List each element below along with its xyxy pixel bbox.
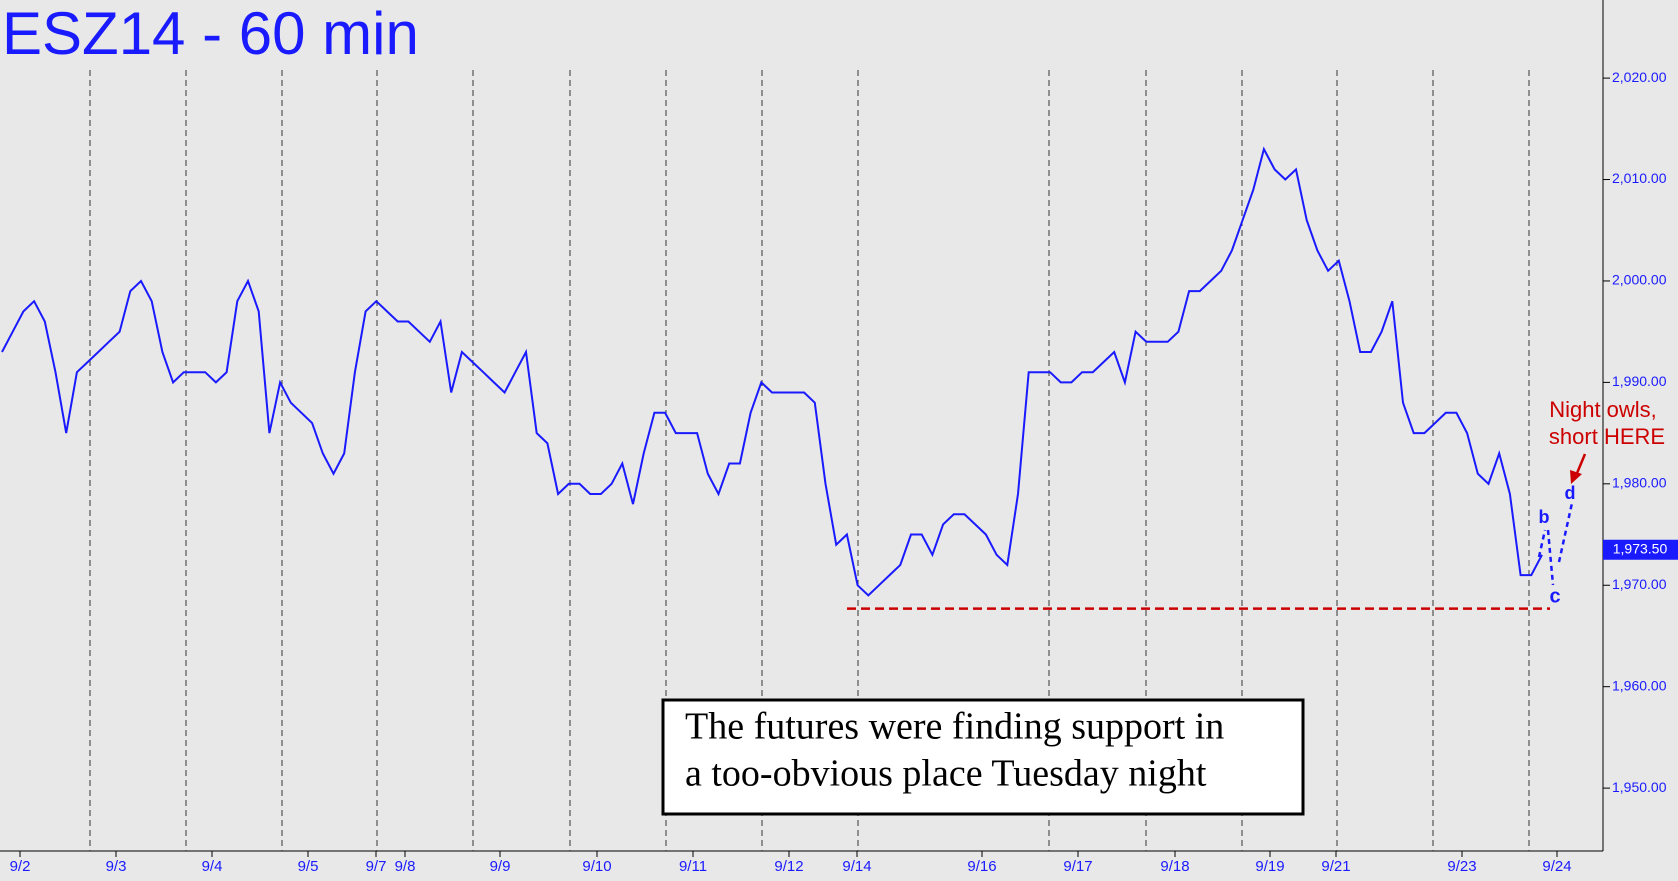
x-tick-label: 9/2: [10, 858, 31, 875]
wave-leg: [1537, 529, 1547, 558]
x-tick-label: 9/16: [967, 858, 996, 875]
y-tick-label: 2,010.00: [1612, 170, 1667, 186]
y-tick-label: 1,960.00: [1612, 677, 1667, 693]
wave-leg: [1557, 502, 1574, 563]
annotation-box: [661, 698, 1305, 816]
x-tick-label: 9/8: [395, 858, 416, 875]
x-tick-label: 9/23: [1447, 858, 1476, 875]
wave-label: d: [1565, 483, 1576, 503]
note-arrowhead: [1570, 470, 1582, 484]
note-text: Night owls,: [1549, 397, 1657, 422]
note-text: short HERE: [1549, 424, 1665, 449]
x-tick-label: 9/14: [842, 858, 871, 875]
y-tick-label: 1,950.00: [1612, 779, 1667, 795]
wave-label: c: [1549, 585, 1560, 607]
wave-leg: [1546, 529, 1555, 586]
x-tick-label: 9/17: [1063, 858, 1092, 875]
x-tick-label: 9/12: [774, 858, 803, 875]
y-tick-label: 2,000.00: [1612, 272, 1667, 288]
wave-projection: [1537, 502, 1574, 586]
price-line: [1, 146, 1543, 597]
chart-title: ESZ14 - 60 min: [2, 0, 419, 67]
x-tick-label: 9/19: [1255, 858, 1284, 875]
y-tick-label: 1,970.00: [1612, 576, 1667, 592]
x-tick-label: 9/4: [202, 858, 223, 875]
x-tick-label: 9/5: [298, 858, 319, 875]
x-tick-label: 9/21: [1321, 858, 1350, 875]
x-tick-label: 9/7: [366, 858, 387, 875]
annotation-text: The futures were finding support in: [685, 706, 1224, 748]
x-tick-label: 9/3: [106, 858, 127, 875]
y-tick-label: 1,990.00: [1612, 373, 1667, 389]
x-tick-label: 9/24: [1542, 858, 1571, 875]
y-tick-label: 1,980.00: [1612, 475, 1667, 491]
wave-label: b: [1539, 507, 1550, 527]
last-price-flag: [1603, 539, 1678, 560]
x-tick-label: 9/18: [1160, 858, 1189, 875]
y-tick-label: 2,020.00: [1612, 69, 1667, 85]
x-tick-label: 9/9: [490, 858, 511, 875]
last-price-label: 1,973.50: [1613, 540, 1668, 556]
annotation-text: a too-obvious place Tuesday night: [685, 753, 1207, 795]
x-tick-label: 9/10: [582, 858, 611, 875]
x-tick-label: 9/11: [679, 858, 707, 875]
